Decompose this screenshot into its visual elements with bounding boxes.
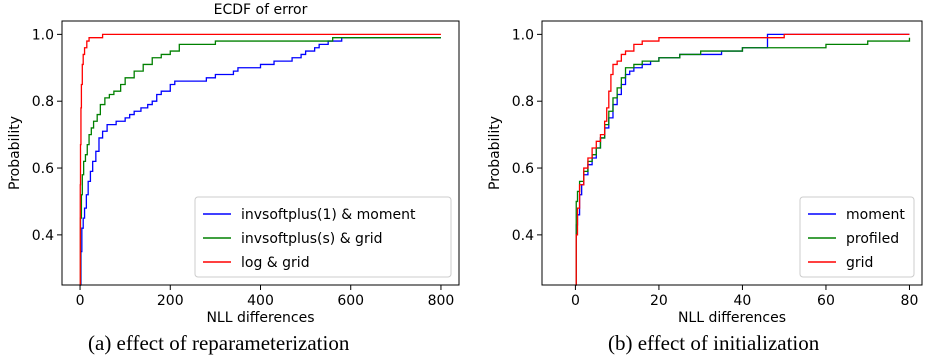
series-line-3: [575, 33, 910, 286]
y-tick-label: 0.4: [32, 228, 54, 244]
legend-label: moment: [846, 207, 905, 223]
legend-label: profiled: [846, 231, 899, 247]
y-tick-label: 0.6: [512, 161, 534, 177]
x-tick-label: 0: [571, 293, 580, 309]
caption-b: (b) effect of initialization: [608, 331, 820, 355]
chart-panel-b: 0 20 40 60 80 0.4 0.6 0.8 1.0 NLL differences Prob…: [487, 20, 923, 326]
series-line-2: [575, 37, 911, 286]
legend-label: grid: [846, 255, 873, 271]
x-axis-label: NLL differences: [206, 310, 314, 326]
y-tick-label: 0.8: [32, 94, 54, 110]
legend-label: invsoftplus(1) & moment: [241, 207, 416, 223]
legend: moment profiled grid: [799, 196, 915, 278]
x-tick-label: 80: [901, 293, 919, 309]
x-tick-label: 600: [337, 293, 364, 309]
y-tick-label: 0.6: [32, 161, 54, 177]
legend: invsoftplus(1) & moment invsoftplus(s) & …: [194, 196, 452, 278]
y-tick-label: 1.0: [512, 27, 534, 43]
y-tick-label: 1.0: [32, 27, 54, 43]
x-tick-label: 800: [428, 293, 455, 309]
x-axis-label: NLL differences: [678, 310, 786, 326]
x-tick-label: 0: [76, 293, 85, 309]
x-tick-label: 40: [734, 293, 752, 309]
chart-title: ECDF of error: [214, 2, 308, 18]
caption-a: (a) effect of reparameterization: [88, 331, 350, 355]
x-tick-label: 200: [157, 293, 184, 309]
x-tick-label: 400: [247, 293, 274, 309]
legend-label: invsoftplus(s) & grid: [241, 231, 382, 247]
x-tick-label: 60: [817, 293, 835, 309]
y-tick-label: 0.8: [512, 94, 534, 110]
y-axis-label: Probability: [487, 116, 503, 190]
chart-panel-a: 0 200 400 600 800 0.4 0.6 0.8 1.0 NLL differences…: [7, 2, 460, 326]
series-line-1: [80, 37, 441, 286]
x-tick-label: 20: [650, 293, 668, 309]
legend-box: [194, 196, 452, 278]
legend-label: log & grid: [241, 255, 310, 271]
series-line-3: [79, 33, 441, 286]
legend-box: [799, 196, 915, 278]
y-axis-label: Probability: [7, 116, 23, 190]
y-tick-label: 0.4: [512, 228, 534, 244]
series-line-2: [79, 37, 441, 286]
plot-frame: [541, 20, 923, 286]
